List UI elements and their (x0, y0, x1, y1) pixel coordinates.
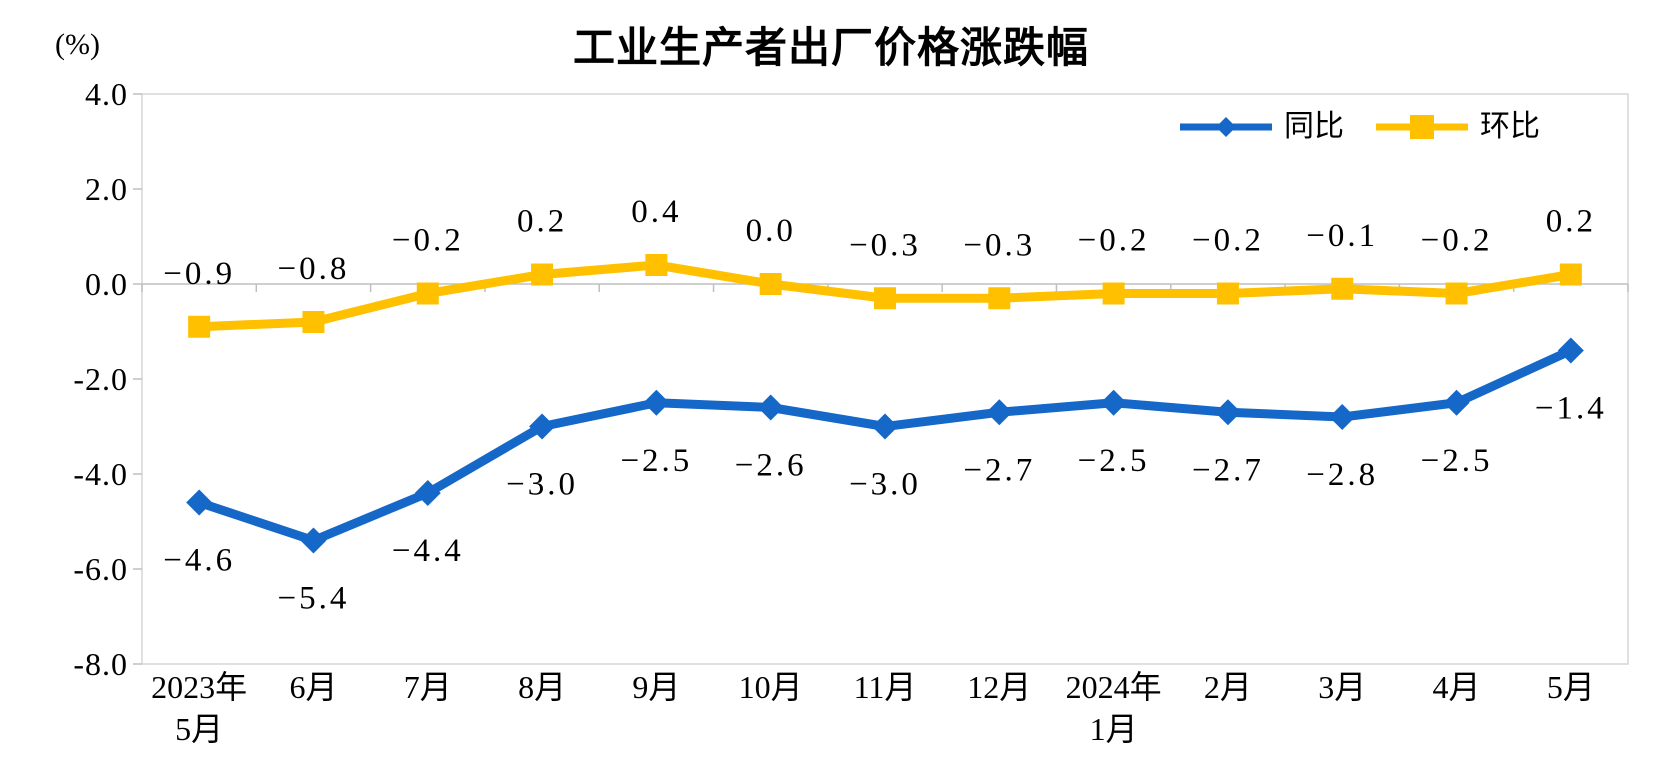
yoy-point-marker (529, 413, 556, 440)
x-tick-label: 12月 (967, 669, 1031, 705)
mom-data-label: −0.2 (392, 223, 464, 259)
yoy-data-label: −2.8 (1306, 457, 1378, 493)
yoy-point-marker (872, 413, 898, 440)
yoy-point-marker (643, 389, 670, 416)
y-tick-label: 0.0 (85, 266, 128, 302)
mom-point-marker (759, 273, 782, 295)
yoy-data-label: −2.5 (620, 443, 692, 479)
x-tick-label: 9月 (632, 669, 680, 705)
legend-label-mom: 环比 (1480, 110, 1540, 143)
mom-point-marker (1102, 282, 1125, 305)
mom-data-label: −0.1 (1306, 218, 1378, 254)
x-tick-label: 4月 (1433, 669, 1481, 705)
yoy-data-label: −3.0 (849, 467, 921, 503)
y-tick-label: -2.0 (73, 361, 128, 397)
legend-label-yoy: 同比 (1284, 110, 1344, 143)
y-tick-label: -4.0 (73, 456, 128, 492)
x-tick-label: 5月 (1547, 669, 1595, 705)
mom-point-marker (1445, 282, 1468, 305)
legend-item-mom: 环比 (1374, 112, 1540, 142)
mom-line-square-icon (1376, 115, 1468, 139)
mom-point-marker (188, 315, 211, 338)
x-tick-label: 3月 (1318, 669, 1366, 705)
yoy-line (194, 346, 1576, 545)
mom-data-label: −0.2 (1078, 223, 1150, 259)
yoy-point-marker (1557, 337, 1584, 364)
x-tick-label: 2024年 (1066, 669, 1162, 705)
x-tick-label: 10月 (739, 669, 803, 705)
yoy-point-marker (1329, 404, 1356, 430)
x-tick-label: 2月 (1204, 669, 1252, 705)
yoy-point-marker (186, 489, 213, 516)
yoy-point-marker (757, 394, 784, 421)
mom-point-marker (874, 287, 896, 310)
y-axis-unit-label: (%) (55, 28, 100, 61)
x-tick-label: 1月 (1090, 711, 1138, 747)
legend: 同比 环比 (1178, 112, 1540, 142)
mom-point-marker (988, 287, 1011, 310)
mom-data-label: −0.2 (1421, 223, 1493, 259)
yoy-data-label: −3.0 (506, 467, 578, 503)
mom-data-label: 0.0 (746, 213, 796, 249)
x-tick-label: 6月 (289, 669, 337, 705)
yoy-data-label: −2.5 (1078, 443, 1150, 479)
yoy-point-marker (986, 399, 1013, 426)
mom-point-marker (1559, 263, 1582, 286)
y-tick-label: 2.0 (85, 171, 128, 207)
mom-data-label: −0.3 (849, 227, 921, 263)
mom-data-label: 0.2 (517, 204, 567, 240)
yoy-data-label: −1.4 (1535, 391, 1607, 427)
mom-data-label: −0.2 (1192, 223, 1264, 259)
mom-point-marker (531, 263, 554, 286)
yoy-data-label: −4.6 (163, 543, 235, 579)
mom-point-marker (1216, 282, 1239, 305)
plot-border (141, 93, 1629, 665)
x-tick-label: 11月 (854, 669, 917, 705)
y-tick-label: -8.0 (73, 646, 128, 682)
mom-data-label: −0.8 (278, 251, 350, 287)
yoy-point-marker (300, 527, 327, 554)
mom-point-marker (645, 254, 668, 276)
yoy-data-label: −2.7 (963, 452, 1035, 488)
yoy-data-label: −2.7 (1192, 452, 1264, 488)
yoy-data-label: −4.4 (392, 533, 464, 569)
mom-data-label: −0.3 (963, 227, 1035, 263)
yoy-point-marker (1214, 399, 1241, 426)
mom-point-marker (1331, 277, 1354, 300)
y-tick-label: 4.0 (85, 76, 128, 112)
mom-point-marker (302, 311, 325, 333)
yoy-data-label: −5.4 (278, 581, 350, 617)
x-tick-label: 7月 (404, 669, 452, 705)
yoy-point-marker (1100, 389, 1127, 416)
yoy-data-label: −2.5 (1421, 443, 1493, 479)
yoy-line-diamond-icon (1180, 117, 1272, 137)
mom-point-marker (416, 282, 439, 305)
x-tick-label: 8月 (518, 669, 566, 705)
x-tick-label: 2023年 (151, 669, 247, 705)
mom-data-label: 0.2 (1546, 204, 1596, 240)
yoy-data-label: −2.6 (735, 448, 807, 484)
legend-item-yoy: 同比 (1178, 112, 1344, 142)
y-tick-label: -6.0 (73, 551, 128, 587)
chart-title: 工业生产者出厂价格涨跌幅 (572, 24, 1089, 71)
mom-data-label: −0.9 (163, 256, 235, 292)
x-tick-label: 5月 (175, 711, 223, 747)
yoy-point-marker (414, 480, 441, 506)
mom-data-label: 0.4 (631, 194, 681, 230)
yoy-point-marker (1443, 389, 1470, 416)
